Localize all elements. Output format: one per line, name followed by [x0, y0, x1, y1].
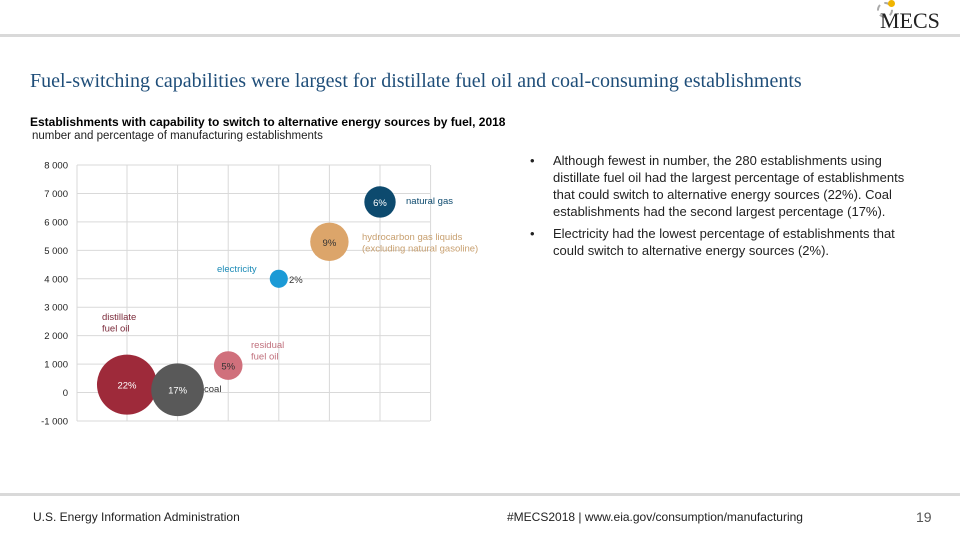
bullet-list: Although fewest in number, the 280 estab… [530, 152, 915, 264]
bubble-data-label: 17% [168, 386, 188, 397]
bubble-data-label: 2% [289, 275, 303, 286]
bubble [151, 363, 204, 417]
bubble [364, 186, 396, 218]
bubble [96, 354, 158, 415]
hashtag: #MECS2018 [507, 510, 576, 524]
footer-text: #MECS2018 | www.eia.gov/consumption/manu… [507, 510, 803, 524]
y-tick-label: -1 000 [41, 417, 68, 428]
gear-icon [888, 0, 895, 7]
bubble-category-label: electricity [217, 264, 257, 275]
y-tick-label: 0 [63, 388, 68, 399]
bullet-item: Although fewest in number, the 280 estab… [530, 152, 915, 220]
bubble [310, 222, 349, 261]
page-number: 19 [916, 509, 932, 525]
y-tick-label: 8 000 [44, 161, 68, 172]
bubble-category-label: fuel oil [102, 324, 129, 335]
bullet-item: Electricity had the lowest percentage of… [530, 225, 915, 259]
bubble [213, 351, 243, 380]
bubble-category-label: hydrocarbon gas liquids [362, 232, 463, 243]
bubble-category-label: fuel oil [251, 352, 278, 363]
y-tick-label: 2 000 [44, 331, 68, 342]
bubble-data-label: 6% [373, 198, 387, 209]
bubble-category-label: natural gas [406, 196, 453, 207]
y-tick-label: 1 000 [44, 360, 68, 371]
y-tick-label: 7 000 [44, 189, 68, 200]
source-text: U.S. Energy Information Administration [33, 510, 240, 524]
chart-title: Establishments with capability to switch… [30, 115, 506, 129]
gear-icon [877, 2, 893, 18]
y-tick-label: 3 000 [44, 303, 68, 314]
bubble-data-label: 5% [221, 362, 235, 373]
footer-divider [0, 493, 960, 496]
footer-link[interactable]: www.eia.gov/consumption/manufacturing [584, 510, 803, 524]
y-tick-label: 6 000 [44, 217, 68, 228]
separator: | [575, 510, 585, 524]
bubble-data-label: 9% [323, 238, 337, 249]
bubble-category-label: residual [251, 340, 284, 351]
bubble-data-label: 22% [117, 381, 137, 392]
mecs-logo: MECS [880, 8, 940, 33]
bubble-category-label: (excluding natural gasoline) [362, 244, 478, 255]
bubble [269, 269, 288, 288]
y-tick-label: 4 000 [44, 274, 68, 285]
bubble-category-label: coal [204, 384, 221, 395]
header-divider [0, 34, 960, 37]
chart-unit: number and percentage of manufacturing e… [32, 130, 323, 142]
page-title: Fuel-switching capabilities were largest… [30, 70, 802, 92]
bubble-category-label: distillate [102, 312, 136, 323]
y-tick-label: 5 000 [44, 246, 68, 257]
